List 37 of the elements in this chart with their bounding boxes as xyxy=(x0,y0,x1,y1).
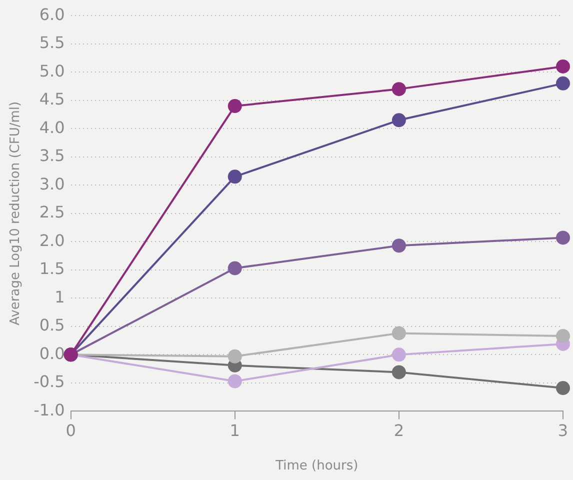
point xyxy=(228,374,242,388)
y-tick-label: -0.5 xyxy=(34,372,65,392)
y-tick-label: -1.0 xyxy=(34,400,65,420)
point xyxy=(556,329,570,344)
y-axis-title: Average Log10 reduction (CFU/ml) xyxy=(8,101,24,326)
y-tick-label: 0.5 xyxy=(39,316,65,335)
y-tick-label: 5.0 xyxy=(39,61,65,80)
y-tick-label: 4.0 xyxy=(39,118,65,137)
point xyxy=(392,365,406,380)
point xyxy=(392,113,406,128)
x-tick-label: 2 xyxy=(394,420,404,440)
x-tick-label: 0 xyxy=(66,420,76,440)
point xyxy=(556,230,570,245)
point xyxy=(556,59,570,74)
x-axis-title: Time (hours) xyxy=(274,458,358,474)
y-tick-label: 1.5 xyxy=(39,259,65,278)
y-tick-label: 2.5 xyxy=(39,202,65,222)
y-tick-label: 2.0 xyxy=(39,230,65,250)
point xyxy=(392,82,406,96)
y-tick-label: 3.0 xyxy=(39,174,65,194)
point xyxy=(392,238,406,253)
point xyxy=(228,349,242,364)
y-tick-label: 5.5 xyxy=(39,33,65,52)
y-tick-label: 4.5 xyxy=(39,90,65,109)
x-tick-label: 1 xyxy=(230,420,240,440)
y-tick-label: 1 xyxy=(54,287,65,306)
point xyxy=(228,99,242,114)
point xyxy=(392,348,406,362)
x-tick-label: 3 xyxy=(558,420,568,440)
y-tick-label: 3.5 xyxy=(39,146,65,166)
point xyxy=(228,170,242,184)
point xyxy=(556,76,570,90)
y-tick-label: 0.0 xyxy=(39,344,65,363)
point xyxy=(228,261,242,276)
point xyxy=(392,326,406,340)
y-tick-label: 6.0 xyxy=(39,4,65,24)
point xyxy=(556,381,570,396)
